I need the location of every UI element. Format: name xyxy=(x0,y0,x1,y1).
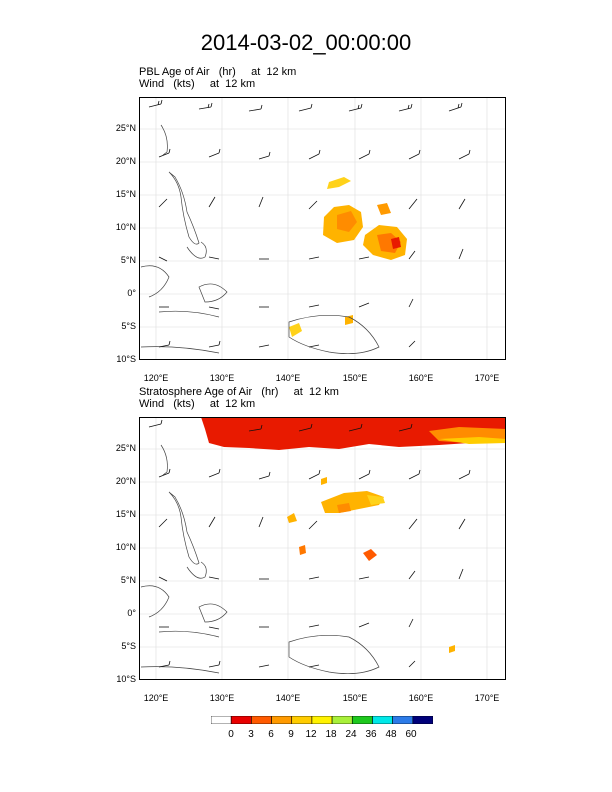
lat-label: 25°N xyxy=(115,123,136,133)
colorbar-box xyxy=(412,716,433,724)
colorbar-label: 3 xyxy=(248,729,254,740)
colorbar-box xyxy=(271,716,293,724)
lat-label: 10°S xyxy=(116,354,136,364)
colorbar-box xyxy=(331,716,353,724)
lon-label: 170°E xyxy=(474,373,500,383)
lon-label: 160°E xyxy=(408,373,434,383)
colorbar-label: 0 xyxy=(228,729,234,740)
colorbar-box xyxy=(372,716,393,724)
lon-label: 120°E xyxy=(143,693,169,703)
figure-title: 2014-03-02_00:00:00 xyxy=(200,30,412,55)
lon-label: 160°E xyxy=(408,693,434,703)
panel2-label-age: Stratosphere Age of Air (hr) at 12 km xyxy=(139,386,339,398)
colorbar-box xyxy=(251,716,272,724)
colorbar-label: 48 xyxy=(385,729,397,740)
panel1-label-wind: Wind (kts) at 12 km xyxy=(139,78,256,90)
colorbar-label: 24 xyxy=(345,729,357,740)
lon-label: 120°E xyxy=(143,373,169,383)
map-gridlines xyxy=(139,417,506,680)
pbl-age-shading xyxy=(289,177,407,337)
colorbar-label: 6 xyxy=(268,729,274,740)
colorbar-box xyxy=(392,716,414,724)
colorbar-boxes xyxy=(211,716,433,724)
colorbar-label: 9 xyxy=(288,729,294,740)
map-frame xyxy=(139,417,506,680)
lat-label: 0° xyxy=(127,288,136,298)
panel2-label-wind: Wind (kts) at 12 km xyxy=(139,398,256,410)
lat-label: 5°N xyxy=(120,255,136,265)
pbl-age-map xyxy=(139,97,506,360)
stratosphere-age-map xyxy=(139,417,506,680)
lon-label: 150°E xyxy=(342,693,368,703)
wind-barbs xyxy=(148,99,471,348)
lat-label: 15°N xyxy=(115,189,136,199)
lon-label: 130°E xyxy=(209,693,235,703)
lat-label: 10°N xyxy=(115,222,136,232)
lat-label: 5°S xyxy=(121,641,136,651)
colorbar-label: 60 xyxy=(405,729,417,740)
lat-label: 25°N xyxy=(115,443,136,453)
coastlines xyxy=(140,124,380,354)
map-frame xyxy=(139,97,506,360)
lon-label: 130°E xyxy=(209,373,235,383)
colorbar-label: 12 xyxy=(305,729,317,740)
stratosphere-age-shading xyxy=(201,417,506,653)
lat-label: 5°N xyxy=(120,575,136,585)
map-gridlines xyxy=(139,97,506,360)
lon-label: 140°E xyxy=(275,693,301,703)
colorbar-box xyxy=(211,716,232,724)
colorbar xyxy=(211,716,433,724)
lat-label: 10°N xyxy=(115,542,136,552)
colorbar-box xyxy=(351,716,373,724)
panel1-label-age: PBL Age of Air (hr) at 12 km xyxy=(139,66,297,78)
lon-label: 140°E xyxy=(275,373,301,383)
coastlines xyxy=(140,444,380,674)
lat-label: 5°S xyxy=(121,321,136,331)
lat-label: 20°N xyxy=(115,156,136,166)
colorbar-label: 18 xyxy=(325,729,337,740)
colorbar-box xyxy=(230,716,252,724)
lat-label: 20°N xyxy=(115,476,136,486)
lat-label: 15°N xyxy=(115,509,136,519)
lon-label: 170°E xyxy=(474,693,500,703)
lat-label: 0° xyxy=(127,608,136,618)
colorbar-box xyxy=(291,716,313,724)
wind-barbs xyxy=(148,419,471,668)
lon-label: 150°E xyxy=(342,373,368,383)
colorbar-box xyxy=(311,716,333,724)
colorbar-label: 36 xyxy=(365,729,377,740)
lat-label: 10°S xyxy=(116,674,136,684)
